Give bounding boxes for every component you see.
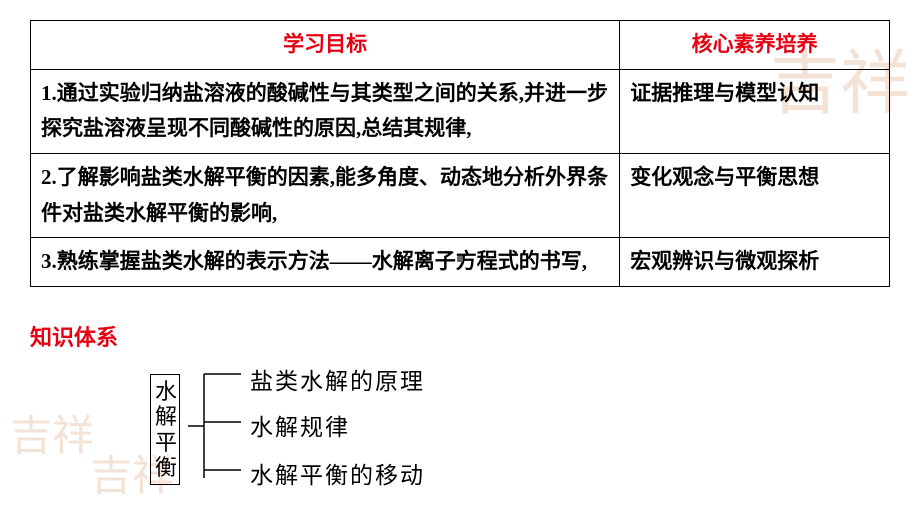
watermark-seal: 吉祥 bbox=[10, 416, 94, 458]
tree-branch: 盐类水解的原理 bbox=[250, 362, 425, 396]
header-core-literacy: 核心素养培养 bbox=[620, 21, 890, 70]
objective-text: 2.了解影响盐类水解平衡的因素,能多角度、动态地分析外界条件对盐类水解平衡的影响… bbox=[31, 154, 620, 238]
table-header-row: 学习目标 核心素养培养 bbox=[31, 21, 890, 70]
tree-branch: 水解平衡的移动 bbox=[250, 456, 425, 490]
table-row: 3.熟练掌握盐类水解的表示方法——水解离子方程式的书写, 宏观辨识与微观探析 bbox=[31, 238, 890, 287]
objective-text: 3.熟练掌握盐类水解的表示方法——水解离子方程式的书写, bbox=[31, 238, 620, 287]
literacy-text: 宏观辨识与微观探析 bbox=[620, 238, 890, 287]
tree-branch: 水解规律 bbox=[250, 408, 350, 442]
literacy-text: 证据推理与模型认知 bbox=[620, 69, 890, 153]
knowledge-tree-diagram: 水解平衡 盐类水解的原理 水解规律 水解平衡的移动 bbox=[150, 356, 650, 496]
tree-bracket bbox=[186, 356, 246, 496]
section-title: 知识体系 bbox=[30, 320, 118, 352]
table-row: 1.通过实验归纳盐溶液的酸碱性与其类型之间的关系,并进一步探究盐溶液呈现不同酸碱… bbox=[31, 69, 890, 153]
table-row: 2.了解影响盐类水解平衡的因素,能多角度、动态地分析外界条件对盐类水解平衡的影响… bbox=[31, 154, 890, 238]
objective-text: 1.通过实验归纳盐溶液的酸碱性与其类型之间的关系,并进一步探究盐溶液呈现不同酸碱… bbox=[31, 69, 620, 153]
literacy-text: 变化观念与平衡思想 bbox=[620, 154, 890, 238]
tree-root: 水解平衡 bbox=[150, 374, 180, 485]
header-objectives: 学习目标 bbox=[31, 21, 620, 70]
objectives-table: 学习目标 核心素养培养 1.通过实验归纳盐溶液的酸碱性与其类型之间的关系,并进一… bbox=[30, 20, 890, 287]
page-indicator bbox=[457, 256, 463, 262]
